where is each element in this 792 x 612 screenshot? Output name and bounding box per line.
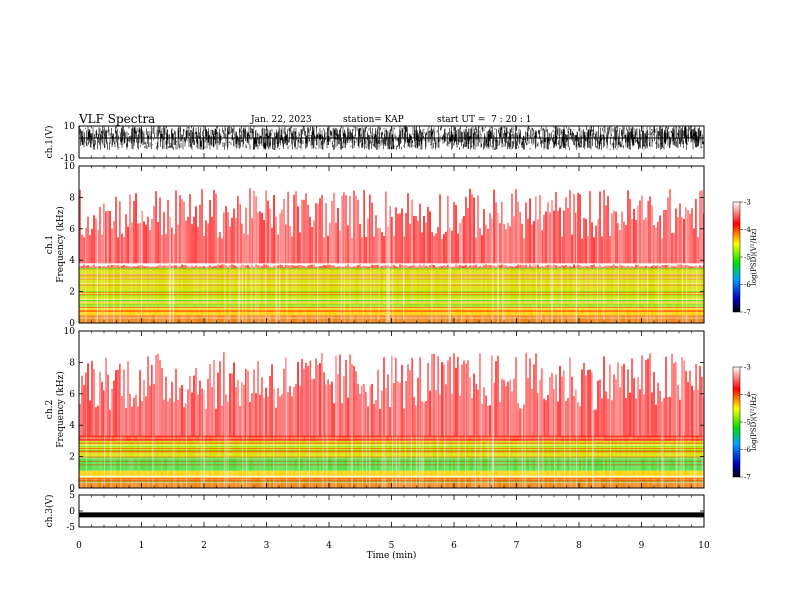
x-tick-label: 10 xyxy=(698,541,710,551)
ch1-spectrogram-colorbar xyxy=(732,201,741,313)
x-tick-label: 5 xyxy=(389,541,395,551)
y-tick-label: 4 xyxy=(69,256,75,266)
x-tick-label: 7 xyxy=(514,541,520,551)
ch1-spectrogram-content xyxy=(79,166,704,323)
ch2-spectrogram-colorbar-label: log(PSD)(V²/Hz) xyxy=(750,393,758,450)
colorbar-tick-label: -4 xyxy=(744,226,751,234)
x-tick-label: 0 xyxy=(76,541,82,551)
colorbar-tick-label: -6 xyxy=(744,281,751,289)
y-tick-label: 0 xyxy=(69,484,75,494)
x-tick-label: 6 xyxy=(451,541,457,551)
x-tick-label: 1 xyxy=(139,541,145,551)
y-tick-label: 0 xyxy=(69,319,75,329)
colorbar-tick-label: -7 xyxy=(744,309,751,317)
station-label: station= KAP xyxy=(343,115,404,125)
ch1-waveform-ylabel: ch.1(V) xyxy=(44,126,55,159)
y-tick-label: 8 xyxy=(69,193,75,203)
colorbar-tick-label: -5 xyxy=(744,254,751,262)
ch2-spectrogram-ylabel: Frequency (kHz) xyxy=(55,371,66,448)
ch3-waveform-content xyxy=(79,512,704,518)
y-tick-label: 4 xyxy=(69,421,75,431)
ch1-spectrogram-colorbar-label: log(PSD)(V²/Hz) xyxy=(750,228,758,285)
colorbar-tick-label: -4 xyxy=(744,391,751,399)
colorbar-tick-label: -6 xyxy=(744,446,751,454)
ch2-spectrogram-ylabel: ch.2 xyxy=(45,400,55,419)
y-tick-label: 0 xyxy=(69,507,75,517)
ch1-spectrogram-ylabel: Frequency (kHz) xyxy=(55,206,66,283)
colorbar-tick-label: -3 xyxy=(744,199,751,207)
ch1-waveform-trace xyxy=(79,126,704,150)
x-tick-label: 2 xyxy=(201,541,207,551)
ch2-spectrogram-content xyxy=(79,331,704,488)
y-tick-label: -10 xyxy=(61,154,76,164)
y-tick-label: 2 xyxy=(69,453,75,463)
start-time-label: start UT = 7 : 20 : 1 xyxy=(437,115,532,125)
x-tick-label: 8 xyxy=(576,541,582,551)
y-tick-label: 6 xyxy=(69,390,75,400)
ch2-spectrogram-colorbar xyxy=(732,366,741,478)
chart-title: VLF Spectra xyxy=(79,112,156,126)
x-tick-label: 4 xyxy=(326,541,332,551)
ch1-waveform-content xyxy=(79,126,704,150)
x-tick-label: 9 xyxy=(639,541,645,551)
ch1-spectrogram-ylabel: ch.1 xyxy=(45,235,55,254)
y-tick-label: 10 xyxy=(64,122,76,132)
y-tick-label: 2 xyxy=(69,288,75,298)
ch3-waveform-ylabel: ch.3(V) xyxy=(44,495,55,528)
colorbar-tick-label: -5 xyxy=(744,419,751,427)
y-tick-label: 10 xyxy=(64,327,76,337)
colorbar-tick-label: -7 xyxy=(744,474,751,482)
y-tick-label: 5 xyxy=(69,491,75,501)
y-tick-label: 10 xyxy=(64,162,76,172)
y-tick-label: -5 xyxy=(66,523,75,533)
y-tick-label: 6 xyxy=(69,225,75,235)
y-tick-label: 8 xyxy=(69,358,75,368)
x-tick-label: 3 xyxy=(264,541,270,551)
date-label: Jan. 22, 2023 xyxy=(251,115,312,125)
colorbar-tick-label: -3 xyxy=(744,364,751,372)
x-axis-label: Time (min) xyxy=(367,550,417,561)
